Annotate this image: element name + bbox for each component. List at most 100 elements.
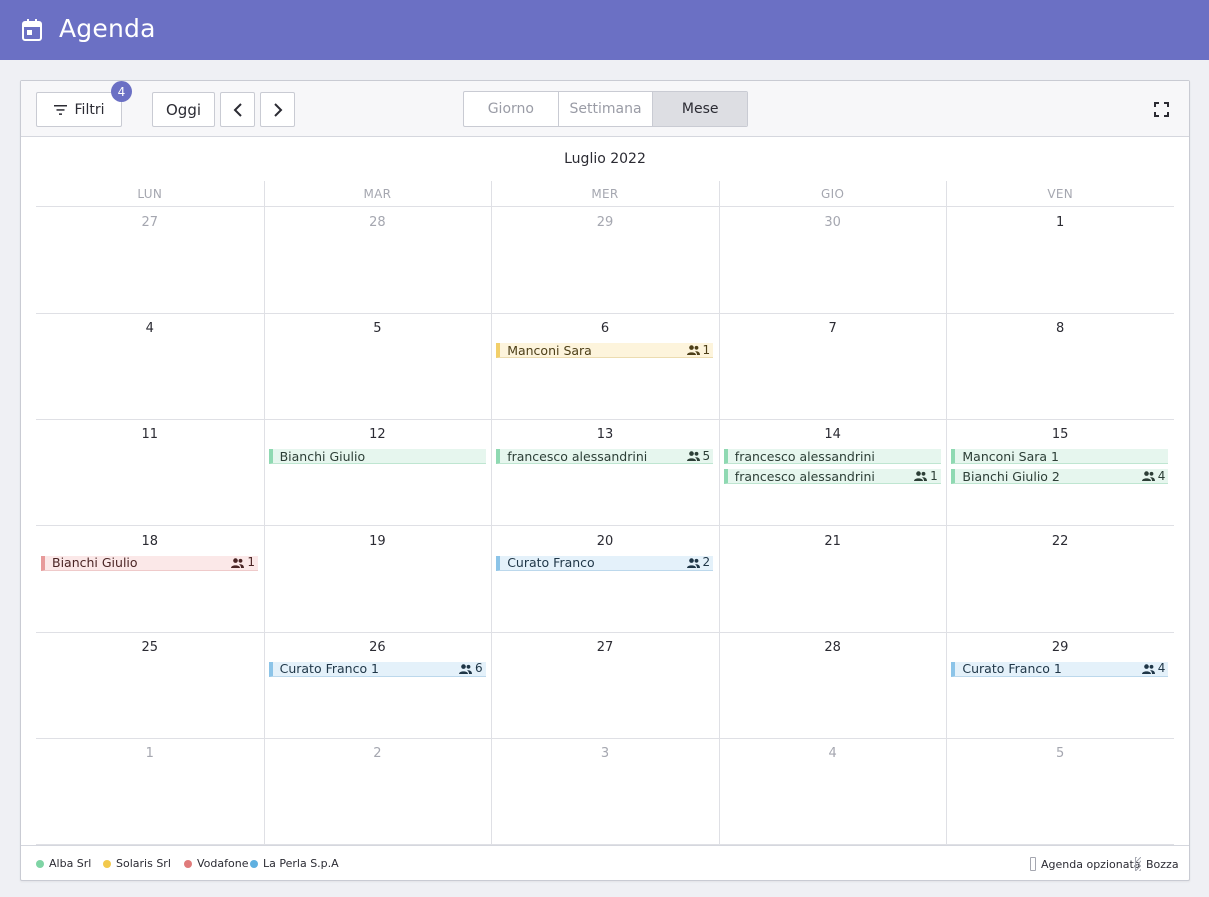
participants-count: 4 [1157, 661, 1166, 676]
filters-label: Filtri [74, 101, 105, 118]
legend-draft-item: Bozza [1135, 857, 1179, 871]
calendar-day-cell[interactable]: 27 [36, 208, 264, 314]
participants-count: 5 [702, 449, 711, 463]
day-number: 22 [1051, 533, 1069, 549]
weekday-label: GIO [821, 187, 845, 201]
calendar-day-cell[interactable]: 26 Curato Franco 1 6 [264, 633, 492, 739]
calendar-week-row: 11 12 Bianchi Giulio 13 francesco alessandri… [36, 420, 1174, 527]
view-day-button[interactable]: Giorno [464, 92, 559, 126]
day-number: 5 [1056, 746, 1065, 761]
calendar-day-cell[interactable]: 2 [264, 739, 492, 845]
participants-count: 1 [247, 555, 255, 570]
legend-color-dot [184, 859, 192, 868]
calendar-day-cell[interactable]: 29 [491, 208, 719, 314]
calendar-week-row: 27 28 29 30 1 [36, 208, 1174, 314]
calendar-day-cell[interactable]: 29 Curato Franco 1 4 [946, 633, 1174, 739]
calendar-day-cell[interactable]: 1 [36, 739, 264, 845]
calendar-day-cell[interactable]: 28 [719, 633, 947, 739]
day-number: 28 [824, 639, 841, 655]
calendar-day-cell[interactable]: 21 [719, 527, 947, 633]
calendar-event[interactable]: francesco alessandrini 5 [496, 449, 714, 465]
calendar-day-cell[interactable]: 7 [719, 314, 947, 420]
fullscreen-icon[interactable] [1154, 102, 1169, 117]
calendar-day-cell[interactable]: 4 [36, 314, 264, 420]
calendar-event[interactable]: Bianchi Giulio 2 4 [951, 469, 1169, 485]
weekday-label: LUN [137, 187, 163, 201]
day-number: 27 [596, 639, 614, 655]
day-number: 12 [369, 427, 386, 443]
calendar-day-cell[interactable]: 25 [36, 633, 264, 739]
participants-count: 6 [474, 661, 483, 676]
weekday-label: MAR [363, 187, 392, 201]
calendar-day-cell[interactable]: 22 [946, 527, 1174, 633]
calendar-event[interactable]: francesco alessandrini 1 [723, 469, 941, 485]
calendar-day-cell[interactable]: 28 [264, 208, 492, 314]
calendar-day-cell[interactable]: 19 [264, 527, 492, 633]
calendar-day-cell[interactable]: 11 [36, 420, 264, 526]
month-grid: LUN MAR MER GIO VEN 27 28 29 30 1 4 5 6 Manconi Sara… [36, 181, 1174, 845]
day-number: 20 [596, 533, 614, 549]
event-title: Curato Franco [507, 555, 595, 571]
previous-month-button[interactable] [220, 92, 255, 127]
participants-count: 4 [1157, 469, 1166, 483]
filter-icon [53, 104, 67, 115]
calendar-day-cell[interactable]: 4 [719, 739, 947, 845]
calendar-event[interactable]: Manconi Sara 1 [951, 449, 1169, 465]
legend-draft-label: Bozza [1146, 857, 1179, 871]
calendar-day-cell[interactable]: 20 Curato Franco 2 [491, 527, 719, 633]
participants-count: 1 [930, 469, 938, 483]
calendar-day-cell[interactable]: 8 [946, 314, 1174, 420]
calendar-week-row: 1 2 3 4 5 [36, 739, 1174, 845]
calendar-day-cell[interactable]: 18 Bianchi Giulio 1 [36, 527, 264, 633]
calendar-day-cell[interactable]: 1 [946, 208, 1174, 314]
page-title: Agenda [59, 14, 156, 43]
day-number: 15 [1051, 427, 1069, 443]
calendar-event[interactable]: Bianchi Giulio [268, 449, 486, 465]
calendar-day-cell[interactable]: 5 [264, 314, 492, 420]
legend-color-dot [103, 859, 111, 868]
event-participants: 4 [1141, 661, 1169, 676]
event-title: Manconi Sara 1 [962, 449, 1059, 464]
people-icon [231, 557, 245, 568]
calendar-event[interactable]: Manconi Sara 1 [496, 343, 714, 359]
calendar-event[interactable]: francesco alessandrini [723, 449, 941, 465]
calendar-event[interactable]: Curato Franco 2 [496, 555, 714, 571]
calendar-day-cell[interactable]: 5 [946, 739, 1174, 845]
calendar-day-cell[interactable]: 6 Manconi Sara 1 [491, 314, 719, 420]
people-icon [686, 557, 700, 568]
next-month-button[interactable] [260, 92, 295, 127]
view-week-button[interactable]: Settimana [559, 92, 654, 126]
event-participants: 6 [458, 661, 486, 676]
view-month-button[interactable]: Mese [653, 92, 747, 126]
day-number: 4 [828, 746, 837, 761]
day-number: 8 [1056, 321, 1065, 337]
filters-button[interactable]: Filtri [36, 92, 122, 127]
day-number: 19 [369, 533, 386, 549]
calendar-event[interactable]: Curato Franco 1 4 [951, 661, 1169, 677]
event-title: francesco alessandrini [507, 449, 648, 464]
calendar-day-cell[interactable]: 14 francesco alessandrini francesco alessa… [719, 420, 947, 526]
chevron-right-icon [273, 102, 282, 117]
event-title: Manconi Sara [507, 343, 592, 358]
people-icon [914, 471, 928, 482]
day-number: 21 [824, 533, 841, 549]
calendar-event[interactable]: Bianchi Giulio 1 [41, 555, 258, 571]
day-number: 13 [596, 427, 614, 443]
calendar-toolbar: Filtri 4 Oggi Giorno Settimana Mese [21, 81, 1189, 137]
event-title: Bianchi Giulio [52, 555, 138, 571]
day-number: 18 [141, 533, 159, 549]
today-button[interactable]: Oggi [152, 92, 215, 127]
event-title: Curato Franco 1 [279, 661, 380, 677]
day-number: 29 [1051, 639, 1069, 655]
calendar-day-cell[interactable]: 3 [491, 739, 719, 845]
calendar-day-cell[interactable]: 12 Bianchi Giulio [264, 420, 492, 526]
calendar-day-cell[interactable]: 27 [491, 633, 719, 739]
calendar-day-cell[interactable]: 15 Manconi Sara 1 Bianchi Giulio 2 4 [946, 420, 1174, 526]
calendar-week-row: 25 26 Curato Franco 1 6 27 28 29 Curato Franco … [36, 633, 1174, 739]
calendar-day-cell[interactable]: 13 francesco alessandrini 5 [491, 420, 719, 526]
event-participants: 1 [231, 555, 258, 570]
calendar-icon [22, 19, 42, 41]
day-number: 29 [596, 215, 614, 230]
calendar-event[interactable]: Curato Franco 1 6 [268, 661, 486, 677]
calendar-day-cell[interactable]: 30 [719, 208, 947, 314]
